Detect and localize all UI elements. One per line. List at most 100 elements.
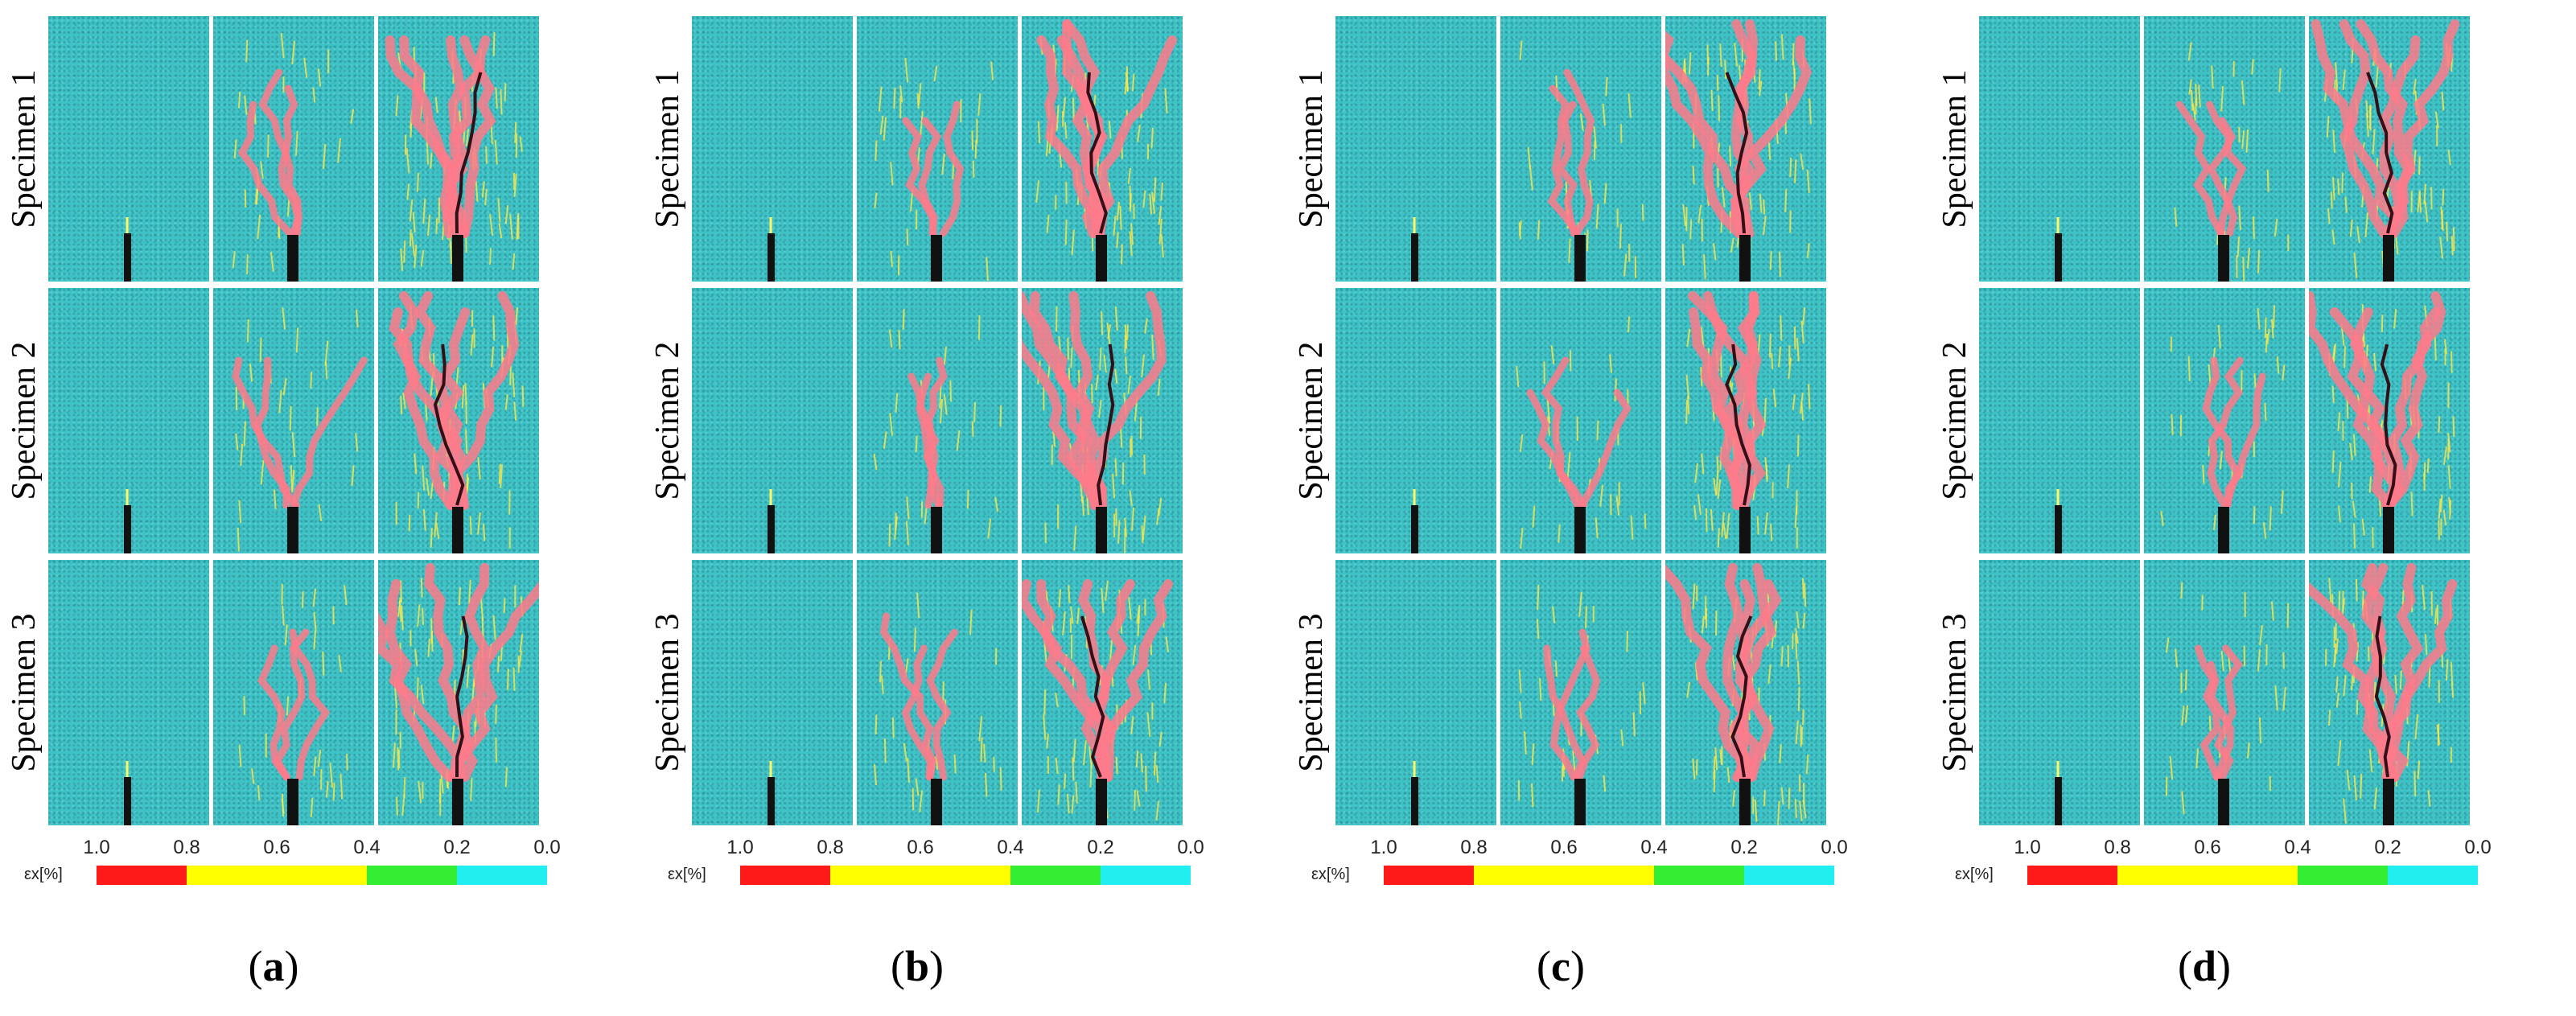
caption-paren-open: ( [2177, 942, 2192, 990]
notch [1411, 777, 1418, 825]
colorbar-segment [457, 866, 547, 885]
notch [124, 505, 131, 553]
colorbar-tick: 0.2 [1087, 837, 1114, 858]
dic-strain-image [48, 560, 209, 825]
notch [2218, 235, 2229, 282]
colorbar-tick: 0.8 [173, 837, 200, 858]
notch [931, 235, 942, 282]
colorbar-tick: 0.0 [2464, 837, 2492, 858]
caption-letter: a [262, 942, 285, 990]
notch [767, 505, 775, 553]
colorbar-segment [2117, 866, 2298, 885]
notch [2383, 235, 2394, 282]
dic-strain-image [692, 16, 853, 282]
dic-strain-image [1500, 288, 1661, 553]
specimen-label: Specimen 1 [6, 69, 43, 228]
notch [1739, 779, 1751, 825]
caption-paren-close: ) [284, 942, 299, 990]
dic-strain-image [2309, 16, 2470, 282]
dic-strain-image [692, 288, 853, 553]
notch [2055, 777, 2062, 825]
colorbar-segment [2298, 866, 2388, 885]
caption-paren-open: ( [1537, 942, 1552, 990]
notch [2055, 233, 2062, 282]
colorbar: 1.0 0.8 0.6 0.4 0.2 0.0 εx[%] [1311, 837, 1848, 901]
colorbar-tick: 1.0 [726, 837, 754, 858]
caption-letter: d [2191, 942, 2217, 990]
notch [1574, 507, 1586, 553]
specimen-label: Specimen 3 [1936, 613, 1973, 772]
notch [2383, 779, 2394, 825]
notch [1096, 235, 1107, 282]
dic-strain-image [1335, 16, 1496, 282]
colorbar-tick: 0.0 [1177, 837, 1204, 858]
dic-image-grid [1335, 16, 1826, 832]
caption-paren-open: ( [248, 942, 263, 990]
specimen-label: Specimen 2 [649, 341, 686, 500]
colorbar-label: εx[%] [1955, 866, 1994, 883]
colorbar-tick: 0.6 [1550, 837, 1578, 858]
colorbar-segment [187, 866, 367, 885]
caption-letter: c [1551, 942, 1570, 990]
specimen-label: Specimen 1 [1293, 69, 1330, 228]
notch [287, 779, 298, 825]
specimen-label: Specimen 3 [1293, 613, 1330, 772]
dic-strain-image [1022, 16, 1183, 282]
dic-strain-image [48, 16, 209, 282]
dic-strain-image [2144, 16, 2305, 282]
notch [767, 777, 775, 825]
notch [767, 233, 775, 282]
colorbar-segment [2027, 866, 2117, 885]
notch [452, 507, 463, 553]
panel-b: Specimen 1 Specimen 2 Specimen 3 1.0 0.8 0.6 0… [644, 16, 1204, 1014]
colorbar-segment [740, 866, 830, 885]
notch [2218, 779, 2229, 825]
colorbar-segment [1744, 866, 1834, 885]
dic-strain-image [213, 288, 374, 553]
dic-strain-image [1022, 288, 1183, 553]
colorbar-tick: 1.0 [83, 837, 110, 858]
colorbar-tick: 0.6 [2194, 837, 2221, 858]
dic-strain-image [1665, 16, 1826, 282]
colorbar-tick: 0.8 [817, 837, 844, 858]
dic-strain-image [2144, 288, 2305, 553]
colorbar-label: εx[%] [668, 866, 706, 883]
specimen-label: Specimen 2 [1936, 341, 1973, 500]
colorbar-label: εx[%] [24, 866, 63, 883]
dic-strain-image [1665, 560, 1826, 825]
dic-strain-image [2309, 288, 2470, 553]
panel-caption: (c) [1287, 941, 1834, 991]
specimen-label: Specimen 1 [1936, 69, 1973, 228]
dic-image-grid [692, 16, 1183, 832]
panel-caption: (d) [1931, 941, 2478, 991]
colorbar-tick: 0.0 [533, 837, 561, 858]
notch [1411, 505, 1418, 553]
dic-strain-image [2144, 560, 2305, 825]
colorbar-segment [1010, 866, 1101, 885]
dic-strain-image [1665, 288, 1826, 553]
panel-d: Specimen 1 Specimen 2 Specimen 3 1.0 0.8 0.6 0… [1931, 16, 2492, 1014]
colorbar-tick: 0.4 [997, 837, 1024, 858]
specimen-label: Specimen 3 [649, 613, 686, 772]
dic-strain-image [1335, 560, 1496, 825]
notch [931, 507, 942, 553]
notch [2055, 505, 2062, 553]
colorbar-tick: 0.8 [1460, 837, 1488, 858]
colorbar-segment [1474, 866, 1654, 885]
colorbar-tick: 0.6 [907, 837, 934, 858]
caption-paren-open: ( [890, 942, 905, 990]
colorbar-segment [1654, 866, 1744, 885]
dic-image-grid [1979, 16, 2470, 832]
colorbar-segment [1101, 866, 1191, 885]
caption-paren-close: ) [929, 942, 944, 990]
notch [1096, 779, 1107, 825]
colorbar-segment [2388, 866, 2478, 885]
notch [287, 235, 298, 282]
colorbar-tick: 0.2 [443, 837, 471, 858]
panel-c: Specimen 1 Specimen 2 Specimen 3 1.0 0.8 0.6 0… [1287, 16, 1848, 1014]
colorbar-tick: 0.2 [2374, 837, 2401, 858]
dic-strain-image [1979, 288, 2140, 553]
colorbar-tick: 0.4 [353, 837, 381, 858]
colorbar-tick: 0.8 [2104, 837, 2131, 858]
dic-strain-image [857, 288, 1018, 553]
